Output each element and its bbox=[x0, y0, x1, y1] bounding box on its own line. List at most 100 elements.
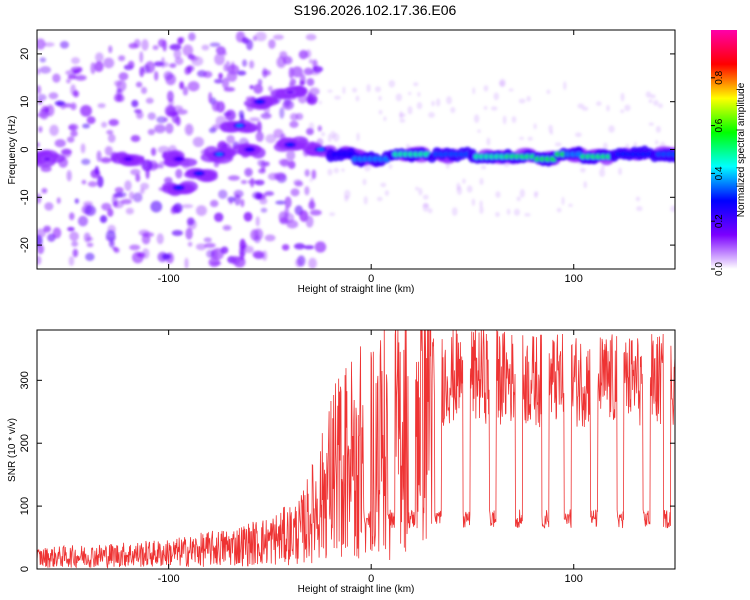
spectral-blob bbox=[249, 85, 254, 90]
spectral-blob bbox=[37, 244, 45, 255]
y-tick-label: 0 bbox=[19, 566, 31, 572]
spectral-blob bbox=[43, 225, 52, 233]
spectral-blob bbox=[181, 204, 194, 209]
spectral-blob bbox=[94, 165, 99, 175]
colorbar-tick-label: 0.8 bbox=[714, 70, 725, 84]
spectral-blob bbox=[309, 177, 313, 183]
spectrogram-blobs bbox=[37, 31, 675, 269]
spectral-blob bbox=[184, 123, 194, 136]
spectral-blob bbox=[428, 111, 435, 118]
spectral-blob bbox=[37, 255, 42, 266]
spectral-blob bbox=[657, 103, 663, 109]
spectral-blob bbox=[620, 92, 625, 102]
spectral-blob bbox=[257, 78, 263, 86]
spectral-blob bbox=[195, 205, 207, 216]
spectral-blob bbox=[72, 248, 79, 258]
spectral-blob bbox=[101, 202, 112, 211]
spectral-blob bbox=[37, 234, 43, 247]
spectral-blob bbox=[320, 131, 326, 137]
spectral-blob bbox=[68, 256, 75, 266]
spectral-blob bbox=[87, 181, 98, 187]
spectral-blob bbox=[413, 82, 419, 87]
spectral-blob bbox=[327, 133, 332, 143]
spectral-blob bbox=[47, 233, 56, 242]
spectral-blob bbox=[226, 134, 235, 144]
spectral-blob bbox=[286, 149, 296, 161]
spectral-blob bbox=[130, 134, 141, 143]
spectral-blob bbox=[86, 116, 96, 125]
spectral-blob bbox=[228, 199, 233, 205]
spectral-blob bbox=[344, 195, 349, 202]
spectral-blob bbox=[150, 200, 163, 213]
spectral-blob bbox=[253, 83, 263, 94]
spectral-blob bbox=[516, 196, 521, 202]
spectral-blob bbox=[654, 139, 659, 145]
y-tick-label: 200 bbox=[19, 434, 31, 452]
colorbar: 0.0 0.2 0.4 0.6 0.8 Normalized spectral ampl… bbox=[711, 30, 747, 276]
spectral-blob bbox=[241, 243, 248, 249]
spectral-blob bbox=[311, 169, 317, 180]
spectral-blob bbox=[299, 210, 309, 222]
spectral-blob bbox=[295, 113, 304, 120]
spectral-blob bbox=[152, 45, 159, 51]
spectral-peak-core bbox=[175, 157, 183, 161]
y-tick-label: 20 bbox=[19, 48, 31, 60]
spectral-blob bbox=[230, 255, 241, 265]
spectral-blob bbox=[250, 177, 255, 188]
spectral-blob bbox=[306, 78, 315, 86]
spectral-blob bbox=[318, 100, 322, 105]
spectral-blob bbox=[289, 120, 299, 128]
spectral-blob bbox=[145, 97, 154, 104]
spectral-blob bbox=[278, 211, 289, 223]
spectral-blob bbox=[352, 87, 358, 93]
y-tick-label: 300 bbox=[19, 371, 31, 389]
spectral-blob bbox=[220, 246, 229, 254]
spectral-blob bbox=[399, 118, 406, 123]
spectrogram-x-label: Height of straight line (km) bbox=[298, 284, 415, 295]
spectral-blob bbox=[54, 100, 66, 106]
spectral-blob bbox=[462, 178, 466, 184]
spectral-blob bbox=[599, 168, 606, 178]
spectral-blob bbox=[355, 95, 360, 102]
snr-y-label: SNR (10 * v/v) bbox=[7, 418, 18, 482]
spectral-blob bbox=[299, 80, 305, 86]
spectral-blob bbox=[456, 186, 463, 196]
spectral-blob bbox=[329, 212, 336, 217]
colorbar-tick-label: 0.0 bbox=[714, 262, 725, 276]
spectral-blob bbox=[422, 194, 429, 200]
spectral-blob bbox=[479, 177, 484, 185]
spectral-blob bbox=[135, 81, 143, 88]
spectral-blob bbox=[163, 176, 173, 184]
spectral-blob bbox=[113, 247, 120, 253]
spectral-blob bbox=[74, 74, 87, 81]
spectral-blob bbox=[214, 78, 223, 84]
spectral-blob bbox=[513, 208, 521, 216]
spectral-blob bbox=[136, 110, 144, 120]
spectral-blob bbox=[107, 133, 116, 143]
spectral-blob bbox=[380, 182, 387, 188]
spectral-blob bbox=[49, 124, 59, 136]
spectral-blob bbox=[278, 158, 290, 166]
spectral-blob bbox=[69, 212, 75, 221]
colorbar-ramp bbox=[711, 30, 737, 269]
spectral-blob bbox=[308, 257, 317, 269]
spectral-blob bbox=[66, 170, 72, 182]
spectral-peak-core bbox=[256, 99, 264, 104]
spectral-blob bbox=[105, 235, 117, 242]
spectral-blob bbox=[103, 57, 115, 69]
spectral-blob bbox=[182, 86, 189, 96]
spectral-blob bbox=[86, 236, 94, 242]
spectral-blob bbox=[511, 116, 517, 124]
spectral-blob bbox=[97, 103, 106, 109]
spectral-blob bbox=[135, 173, 141, 183]
spectral-blob bbox=[201, 44, 210, 51]
y-tick-label: 10 bbox=[19, 96, 31, 108]
spectral-blob bbox=[114, 191, 127, 198]
spectral-blob bbox=[568, 203, 573, 207]
spectral-blob bbox=[388, 163, 393, 170]
spectral-blob bbox=[395, 93, 403, 102]
spectral-blob bbox=[595, 101, 602, 106]
spectral-blob bbox=[580, 167, 586, 173]
spectral-blob bbox=[100, 157, 112, 164]
spectral-blob bbox=[308, 200, 316, 210]
